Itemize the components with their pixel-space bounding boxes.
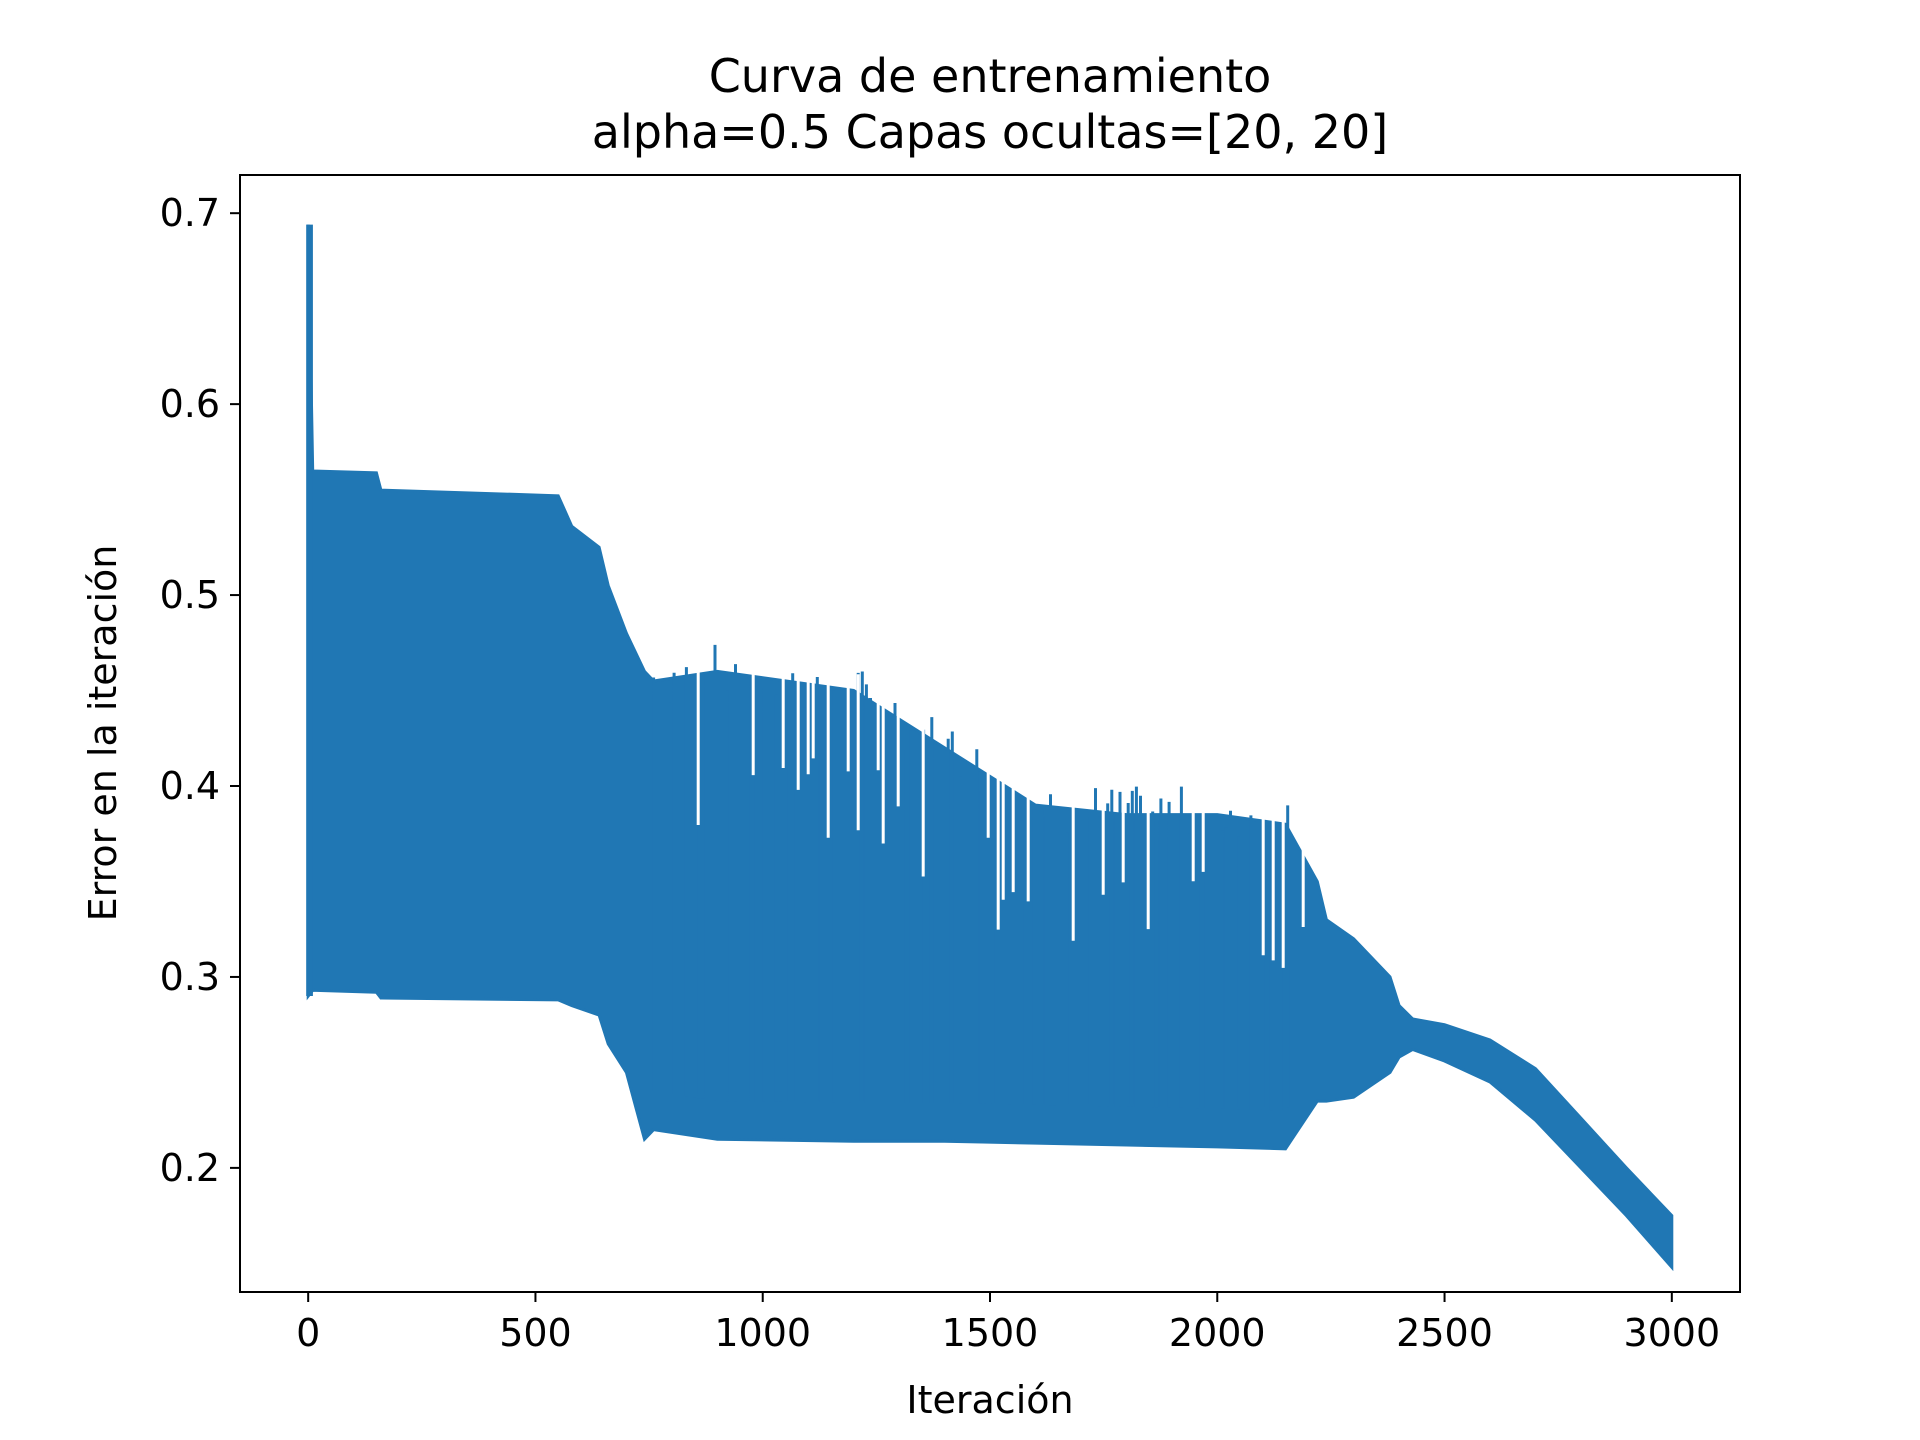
series-line-spikes <box>652 644 1290 1111</box>
y-tick-label: 0.6 <box>160 382 220 426</box>
x-tick-label: 0 <box>296 1311 320 1355</box>
series-line-gaps <box>696 655 1305 968</box>
y-tick-label: 0.4 <box>160 764 220 808</box>
x-axis: 0 500 1000 1500 2000 2500 3000 <box>296 1292 1720 1355</box>
chart-title: Curva de entrenamiento <box>709 49 1272 103</box>
y-tick-label: 0.5 <box>160 573 220 617</box>
y-tick-label: 0.3 <box>160 955 220 999</box>
y-tick-label: 0.2 <box>160 1146 220 1190</box>
plot-area <box>306 224 1674 1272</box>
y-axis: 0.2 0.3 0.4 0.5 0.6 0.7 <box>160 191 240 1190</box>
x-tick-label: 1000 <box>714 1311 811 1355</box>
x-tick-label: 1500 <box>942 1311 1039 1355</box>
y-tick-label: 0.7 <box>160 191 220 235</box>
x-tick-label: 500 <box>499 1311 572 1355</box>
y-axis-label: Error en la iteración <box>81 545 125 922</box>
x-tick-label: 3000 <box>1623 1311 1720 1355</box>
chart-subtitle: alpha=0.5 Capas ocultas=[20, 20] <box>592 105 1388 159</box>
series-line-start-peak <box>306 224 313 997</box>
x-tick-label: 2000 <box>1169 1311 1266 1355</box>
x-axis-label: Iteración <box>906 1378 1073 1422</box>
x-tick-label: 2500 <box>1396 1311 1493 1355</box>
